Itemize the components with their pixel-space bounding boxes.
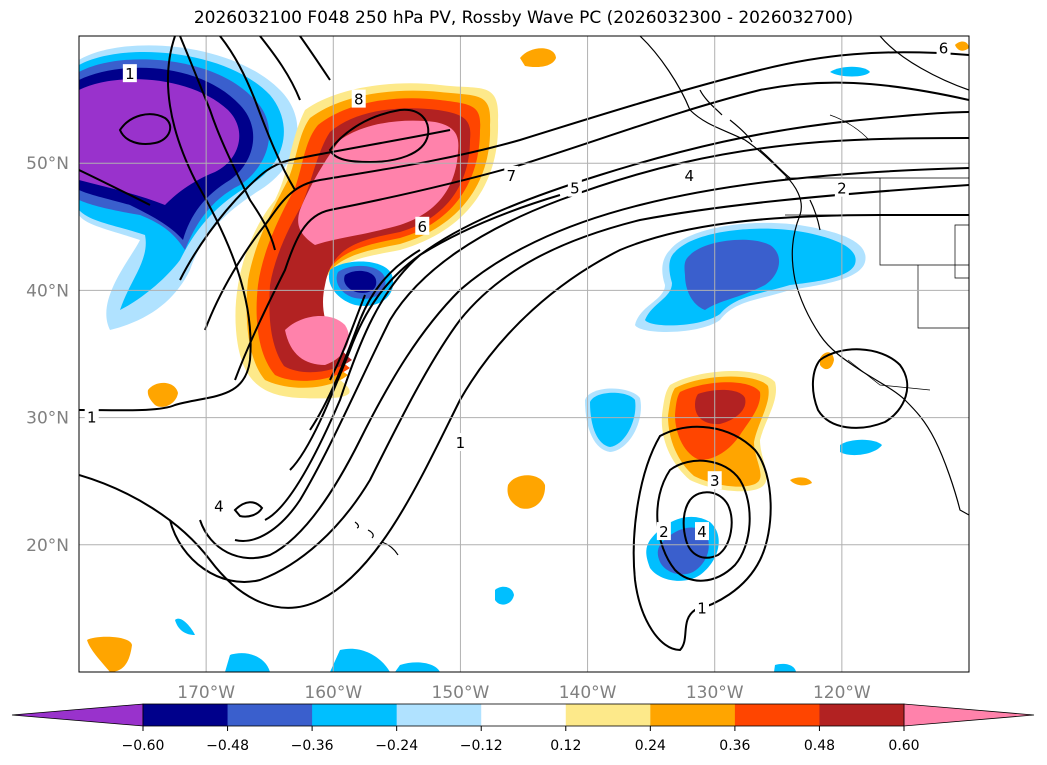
political-borders	[785, 114, 969, 391]
lat-label: 30°N	[26, 409, 69, 429]
colorbar-bin	[227, 704, 313, 726]
contour-label-bg	[351, 89, 366, 108]
colorbar-tick-label: 0.12	[550, 738, 581, 754]
positive-anomaly-subtropics	[661, 371, 777, 492]
colorbar-bin	[650, 704, 736, 726]
colorbar-tick-label: 0.60	[888, 738, 919, 754]
colorbar-bin	[481, 704, 567, 726]
contour-label-bg	[695, 598, 709, 617]
contour-label-bg	[415, 216, 430, 235]
lat-label: 40°N	[26, 281, 69, 301]
pv-contours	[79, 36, 969, 652]
contour-label: 8	[354, 91, 364, 109]
contour-label: 3	[710, 472, 720, 490]
contour-label: 1	[697, 599, 707, 617]
colorbar-bin	[312, 704, 398, 726]
contour-label: 2	[837, 180, 847, 198]
colorbar-bin	[143, 704, 229, 726]
contour-label: 1	[125, 65, 135, 83]
contour-label: 5	[570, 180, 580, 198]
colorbar-tick-label: 0.48	[804, 738, 835, 754]
contour-label-bg	[453, 433, 468, 452]
contour-label: 6	[939, 40, 949, 58]
contour-label-bg	[682, 165, 697, 184]
colorbar-tick-label: −0.12	[460, 738, 503, 754]
lon-label: 140°W	[559, 683, 617, 703]
contour-label: 7	[507, 167, 517, 185]
colorbar-extend-high	[903, 703, 1035, 727]
contour-label: 4	[685, 167, 695, 185]
contour-label-bg	[504, 165, 519, 184]
positive-anomaly-gulf-of-alaska	[235, 83, 499, 399]
map-frame	[78, 35, 970, 673]
negative-anomaly-off-california	[635, 222, 866, 332]
contour-label-bg	[122, 64, 137, 83]
colorbar-bin	[734, 704, 820, 726]
colorbar-bin	[819, 704, 905, 726]
coastlines	[354, 36, 969, 556]
lon-label: 160°W	[304, 683, 362, 703]
lon-label: 150°W	[432, 683, 490, 703]
contour-label-bg	[567, 178, 582, 197]
contour-label: 6	[418, 218, 428, 236]
contour-label: 4	[214, 498, 224, 516]
contour-label: 1	[456, 434, 466, 452]
contour-labels: 1 8 7 6 5 4 2 6 1 1 4 3 2 4 1	[84, 38, 951, 617]
contour-label-bg	[707, 471, 722, 490]
contour-label-bg	[656, 522, 671, 541]
contour-label: 4	[697, 523, 707, 541]
colorbar-extend-low	[11, 703, 144, 727]
contour-label-bg	[84, 407, 99, 426]
contour-label: 2	[659, 523, 669, 541]
latitude-labels: 50°N 40°N 30°N 20°N	[26, 154, 69, 556]
colorbar-frame	[142, 703, 905, 727]
colorbar-tick-label: −0.48	[206, 738, 249, 754]
gridlines	[79, 36, 969, 672]
colorbar-tick-label: −0.60	[122, 738, 165, 754]
lon-label: 170°W	[177, 683, 235, 703]
contour-label-bg	[211, 496, 226, 515]
map-panel: 1 8 7 6 5 4 2 6 1 1 4 3 2 4 1	[79, 36, 969, 672]
contour-label-bg	[936, 38, 951, 57]
contour-label: 1	[87, 409, 97, 427]
lat-label: 50°N	[26, 154, 69, 174]
colorbar-tick-label: 0.36	[719, 738, 750, 754]
colorbar-tick-label: −0.24	[375, 738, 418, 754]
colorbar-tick-label: −0.36	[291, 738, 334, 754]
colorbar-bin	[396, 704, 482, 726]
lon-label: 130°W	[686, 683, 744, 703]
lat-label: 20°N	[26, 536, 69, 556]
colorbar: −0.60 −0.48 −0.36 −0.24 −0.12 0.12 0.24 0.36 0.4…	[11, 703, 1035, 754]
contour-label-bg	[695, 522, 709, 541]
colorbar-tick-label: 0.24	[635, 738, 666, 754]
small-anomaly-patches	[87, 41, 969, 672]
lon-label: 120°W	[813, 683, 871, 703]
colorbar-bin	[565, 704, 651, 726]
longitude-labels: 170°W 160°W 150°W 140°W 130°W 120°W	[177, 683, 871, 703]
plot-title: 2026032100 F048 250 hPa PV, Rossby Wave …	[193, 8, 854, 28]
contour-label-bg	[834, 178, 849, 197]
